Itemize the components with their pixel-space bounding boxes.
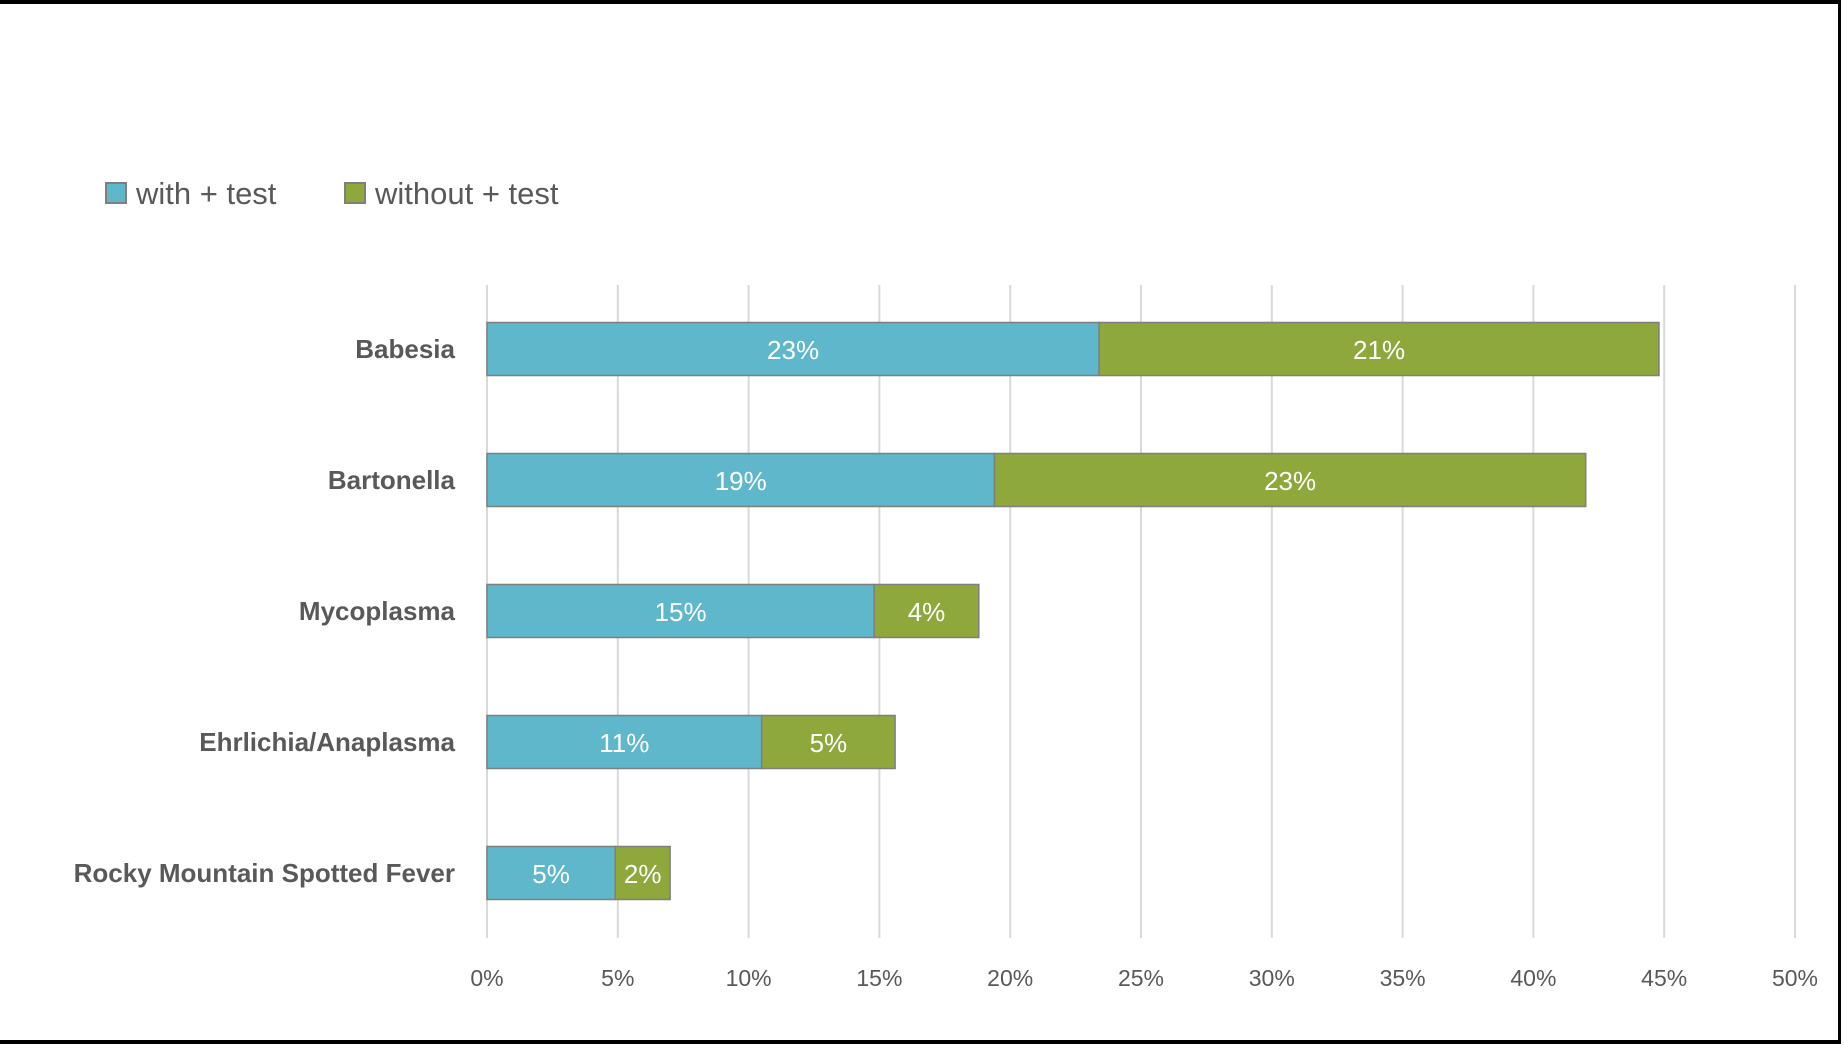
x-tick-label: 40% (1510, 965, 1556, 991)
bar-segment-with-test (486, 714, 763, 770)
category-label: Rocky Mountain Spotted Fever (74, 858, 455, 888)
data-label: 2% (624, 859, 662, 889)
category-label: Babesia (355, 334, 455, 364)
data-label: 4% (908, 597, 946, 627)
bar-segment-without-test (614, 845, 671, 901)
legend: with + test without + test (105, 176, 559, 211)
legend-label-with-test: with + test (135, 176, 277, 211)
bar-segment-without-test (1098, 321, 1660, 377)
x-tick-label: 5% (601, 965, 634, 991)
bar-segment-without-test (873, 583, 980, 639)
bar-segment-without-test (993, 452, 1587, 508)
data-label: 5% (810, 728, 848, 758)
data-label: 11% (599, 728, 649, 758)
bar-segment-without-test (760, 714, 896, 770)
data-label: 5% (532, 859, 570, 889)
legend-swatch-without-test (344, 182, 366, 204)
x-tick-label: 35% (1380, 965, 1426, 991)
bar-segment-with-test (486, 845, 616, 901)
legend-swatch-with-test (105, 182, 127, 204)
x-tick-label: 45% (1641, 965, 1687, 991)
data-label: 15% (655, 597, 707, 627)
x-tick-label: 50% (1772, 965, 1818, 991)
category-label: Mycoplasma (299, 596, 456, 626)
data-label: 23% (1264, 466, 1316, 496)
bar-segment-with-test (486, 321, 1100, 377)
x-tick-label: 10% (726, 965, 772, 991)
bar-segment-with-test (486, 583, 875, 639)
category-label: Ehrlichia/Anaplasma (199, 727, 455, 757)
x-tick-label: 25% (1118, 965, 1164, 991)
bar-segment-with-test (486, 452, 996, 508)
data-label: 23% (767, 335, 819, 365)
x-tick-label: 30% (1249, 965, 1295, 991)
x-tick-label: 15% (856, 965, 902, 991)
category-label: Bartonella (328, 465, 456, 495)
data-label: 21% (1353, 335, 1405, 365)
x-tick-label: 0% (470, 965, 503, 991)
legend-label-without-test: without + test (374, 176, 559, 211)
x-tick-label: 20% (987, 965, 1033, 991)
data-label: 19% (715, 466, 767, 496)
